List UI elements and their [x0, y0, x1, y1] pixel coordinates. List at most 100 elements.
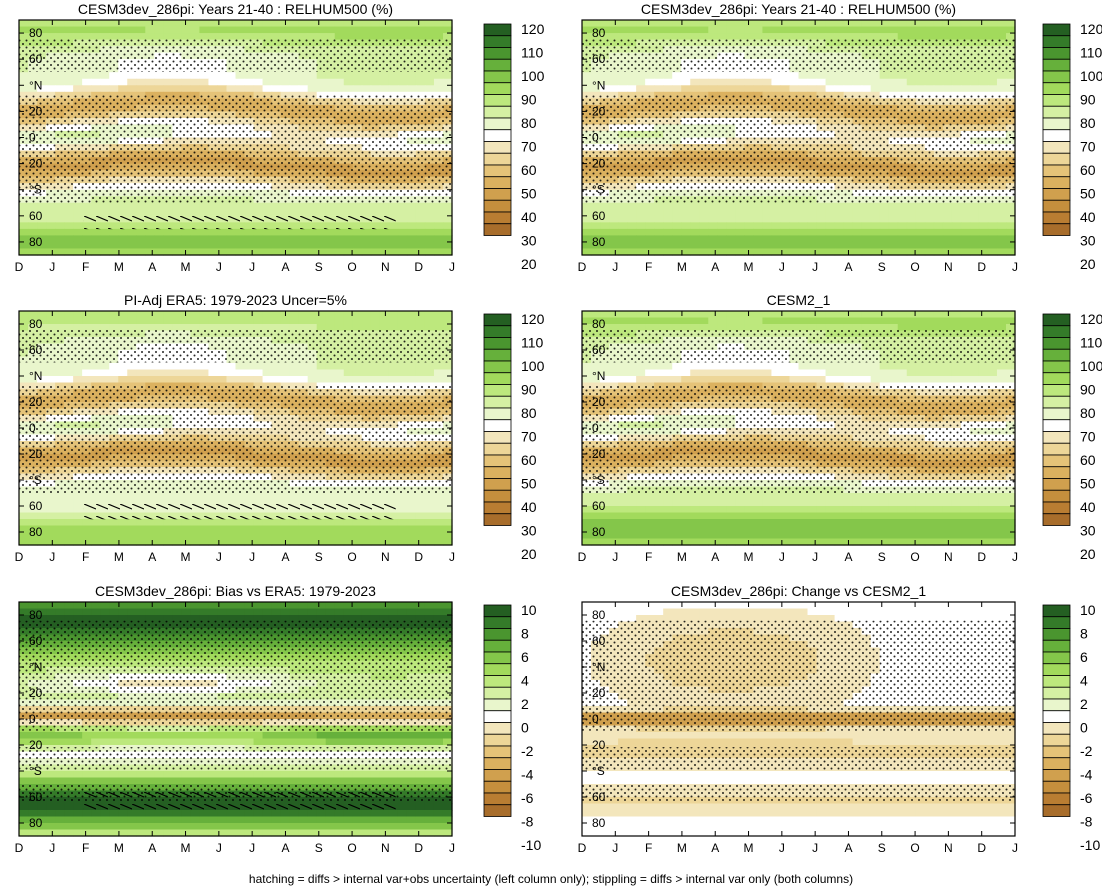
field-cell: [289, 202, 300, 210]
field-cell: [582, 85, 592, 93]
field-cell: [235, 72, 246, 80]
field-cell: [415, 78, 426, 86]
colorbar-label: 120: [1080, 21, 1102, 37]
field-cell: [582, 228, 592, 237]
field-cell: [762, 215, 773, 223]
field-cell: [834, 215, 845, 223]
field-cell: [406, 215, 417, 223]
field-cell: [82, 72, 92, 80]
field-cell: [118, 85, 128, 93]
field-cell: [19, 248, 29, 256]
field-cell: [753, 202, 764, 210]
field-cell: [334, 26, 345, 34]
field-cell: [127, 85, 137, 93]
x-tick-label: M: [114, 260, 124, 274]
field-cell: [888, 85, 899, 93]
field-cell: [654, 222, 664, 230]
field-cell: [64, 222, 74, 230]
field-cell: [226, 33, 237, 41]
field-cell: [735, 20, 745, 28]
field-cell: [843, 235, 854, 243]
field-cell: [609, 215, 619, 223]
field-cell: [654, 241, 664, 250]
field-cell: [271, 317, 282, 325]
field-cell: [271, 26, 282, 34]
field-cell: [235, 228, 246, 237]
field-cell: [145, 72, 155, 80]
field-cell: [942, 202, 953, 210]
field-cell: [699, 26, 709, 34]
field-cell: [627, 235, 637, 243]
field-cell: [582, 222, 592, 230]
field-cell: [73, 78, 83, 86]
field-cell: [816, 222, 827, 230]
field-cell: [591, 78, 601, 86]
field-cell: [726, 33, 736, 41]
field-cell: [744, 235, 754, 243]
field-cell: [915, 215, 926, 223]
stipple-region: [582, 38, 1015, 72]
field-cell: [645, 33, 655, 41]
field-cell: [969, 26, 980, 34]
field-cell: [100, 72, 110, 80]
field-cell: [442, 78, 453, 86]
y-tick-label: 80: [29, 235, 43, 249]
field-cell: [172, 369, 182, 377]
field-cell: [879, 85, 890, 93]
field-cell: [852, 241, 863, 250]
field-cell: [253, 26, 264, 34]
field-cell: [717, 215, 727, 223]
field-cell: [379, 78, 390, 86]
field-cell: [316, 317, 327, 325]
field-cell: [127, 78, 137, 86]
field-cell: [28, 72, 38, 80]
field-cell: [780, 235, 791, 243]
field-cell: [942, 20, 953, 28]
field-cell: [46, 33, 56, 41]
field-cell: [370, 317, 381, 325]
field-cell: [55, 369, 65, 377]
field-cell: [298, 324, 309, 332]
field-cell: [406, 202, 417, 210]
colorbar-label: 110: [1080, 44, 1102, 60]
field-cell: [208, 376, 219, 384]
field-cell: [609, 72, 619, 80]
field-cell: [933, 241, 944, 250]
field-cell: [217, 363, 228, 371]
field-cell: [37, 215, 47, 223]
field-cell: [82, 363, 92, 371]
field-cell: [591, 85, 601, 93]
field-cell: [726, 85, 736, 93]
field-cell: [379, 202, 390, 210]
field-cell: [852, 235, 863, 243]
y-tick-label: 20: [592, 104, 606, 118]
colorbar-label: 90: [1080, 91, 1096, 107]
field-cell: [591, 235, 601, 243]
field-cell: [55, 72, 65, 80]
field-cell: [253, 363, 264, 371]
field-cell: [987, 241, 998, 250]
field-cell: [298, 72, 309, 80]
field-cell: [969, 248, 980, 256]
field-cell: [924, 78, 935, 86]
field-cell: [906, 20, 917, 28]
field-cell: [744, 33, 754, 41]
field-cell: [109, 369, 119, 377]
field-cell: [1005, 222, 1016, 230]
field-cell: [199, 369, 210, 377]
field-cell: [163, 33, 173, 41]
field-cell: [897, 72, 908, 80]
field-cell: [64, 202, 74, 210]
field-cell: [145, 241, 155, 250]
field-cell: [316, 26, 327, 34]
field-cell: [154, 20, 164, 28]
field-cell: [19, 209, 29, 217]
field-cell: [370, 363, 381, 371]
field-cell: [352, 317, 363, 325]
field-cell: [307, 78, 318, 86]
field-cell: [717, 222, 727, 230]
field-cell: [55, 85, 65, 93]
field-cell: [136, 78, 146, 86]
field-cell: [789, 26, 800, 34]
field-cell: [82, 85, 92, 93]
